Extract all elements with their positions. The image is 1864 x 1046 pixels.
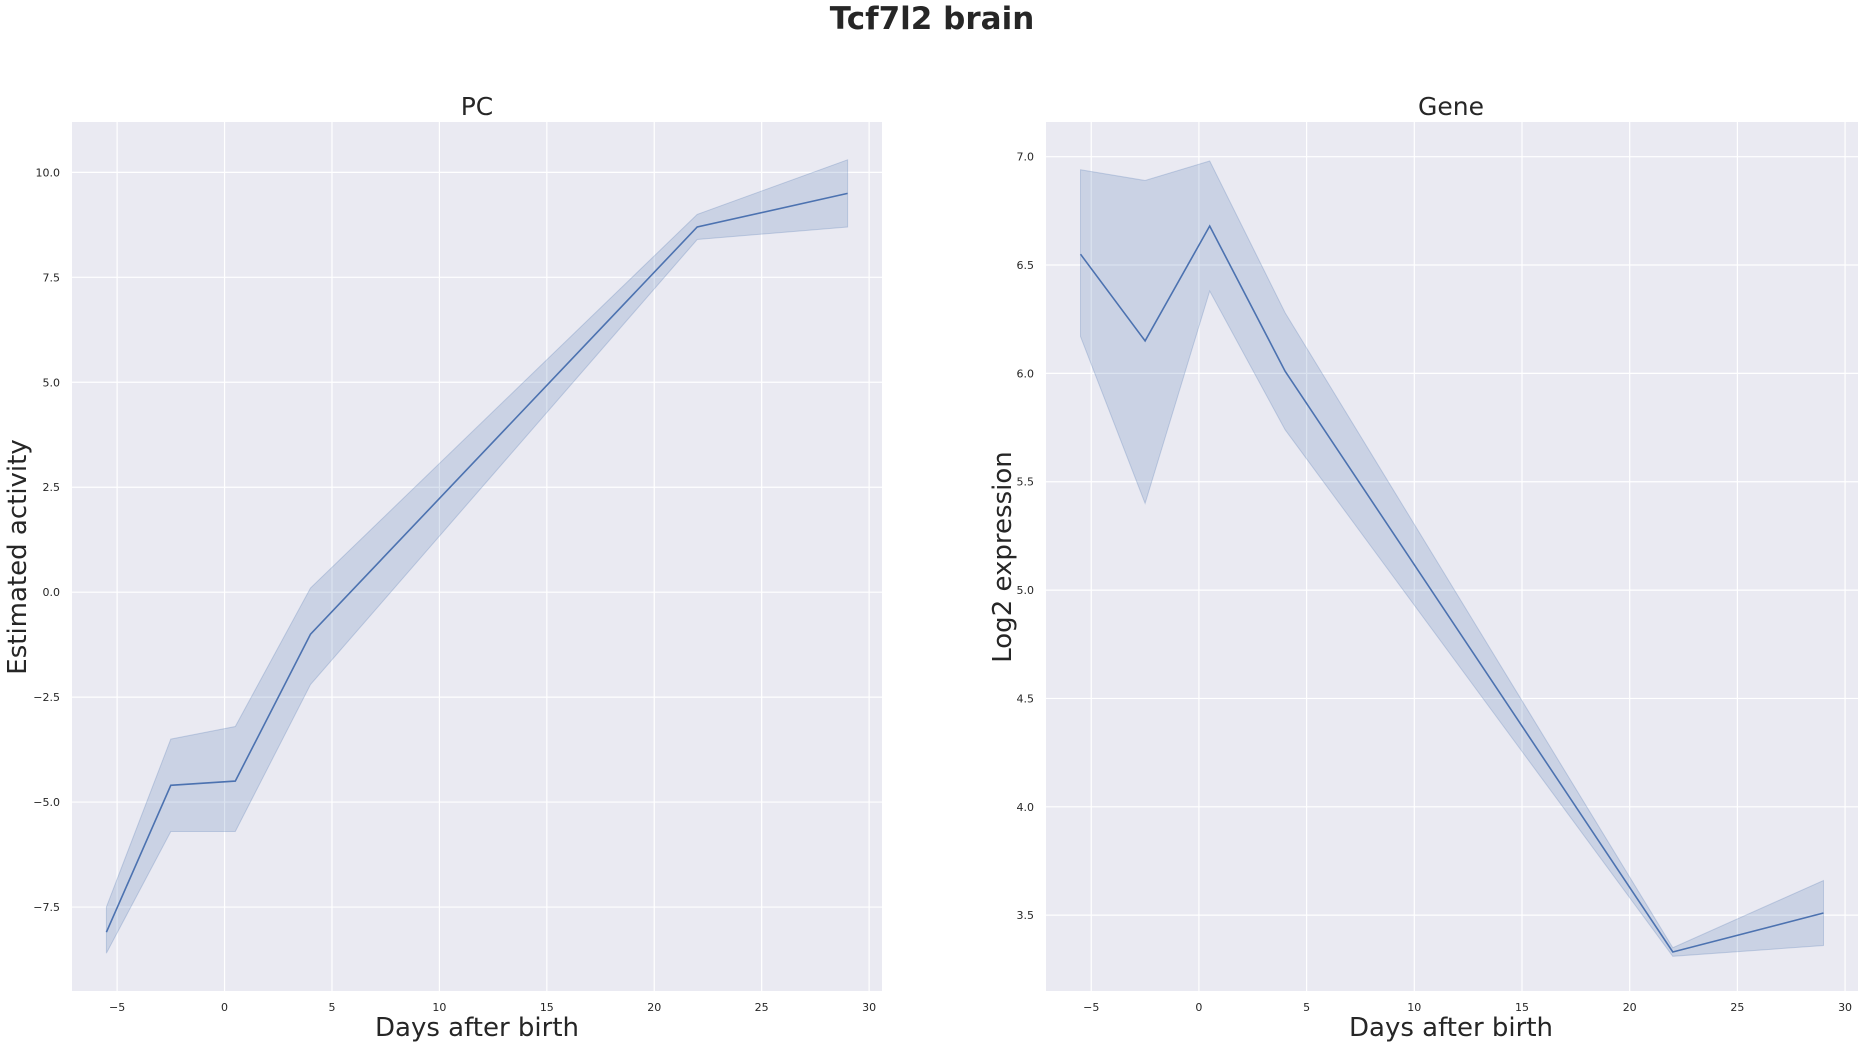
y-tick-label: 7.5 <box>43 271 61 284</box>
series-line <box>105 192 848 933</box>
confidence-bands <box>105 159 849 954</box>
chart-panel-pc: −5 0 5 10 15 20 25 30 −7.5 −5.0 −2.5 0.0 2.5 5.0 7.5 10… <box>3 92 882 1043</box>
y-tick-label: −2.5 <box>33 691 60 704</box>
x-axis-label: Days after birth <box>1349 1013 1553 1043</box>
y-axis-label: Estimated activity <box>3 439 33 674</box>
grid-lines <box>72 122 882 991</box>
x-axis-label: Days after birth <box>375 1013 579 1043</box>
y-tick-label: 10.0 <box>36 166 61 179</box>
x-tick-label: 25 <box>1730 1001 1744 1014</box>
y-tick-label: 7.0 <box>1017 151 1035 164</box>
y-tick-label: 2.5 <box>43 481 61 494</box>
y-tick-label: 4.0 <box>1017 801 1035 814</box>
y-tick-label: 4.5 <box>1017 692 1035 705</box>
x-tick-label: 0 <box>221 1001 228 1014</box>
x-tick-label: 20 <box>647 1001 661 1014</box>
x-tick-label: 30 <box>862 1001 876 1014</box>
y-tick-label: 6.0 <box>1017 367 1035 380</box>
x-tick-label: 0 <box>1195 1001 1202 1014</box>
y-tick-label: −7.5 <box>33 901 60 914</box>
chart-panel-gene: −5 0 5 10 15 20 25 30 3.5 4.0 4.5 5.0 5.5 6.0 6.5 7.0 G… <box>988 92 1858 1043</box>
x-tick-label: 25 <box>755 1001 769 1014</box>
figure-title: Tcf7l2 brain <box>830 1 1035 37</box>
plot-area <box>1046 122 1858 991</box>
series-lines <box>1079 224 1824 953</box>
y-tick-label: −5.0 <box>33 796 60 809</box>
x-tick-label: 20 <box>1623 1001 1637 1014</box>
tick-labels: −5 0 5 10 15 20 25 30 3.5 4.0 4.5 5.0 5.5 6.0 6.5 7.0 <box>1017 151 1853 1014</box>
x-tick-label: 15 <box>540 1001 554 1014</box>
y-tick-label: 3.5 <box>1017 909 1035 922</box>
confidence-bands <box>1080 160 1824 957</box>
panel-title: PC <box>461 92 494 121</box>
confidence-band <box>105 159 849 954</box>
x-tick-label: 15 <box>1515 1001 1529 1014</box>
y-tick-label: 5.0 <box>43 376 61 389</box>
y-tick-label: 5.0 <box>1017 584 1035 597</box>
x-tick-label: 10 <box>1407 1001 1421 1014</box>
grid-lines <box>1046 122 1858 991</box>
y-tick-label: 6.5 <box>1017 259 1035 272</box>
x-tick-label: −5 <box>1083 1001 1099 1014</box>
y-tick-label: 0.0 <box>43 586 61 599</box>
panel-title: Gene <box>1418 92 1484 121</box>
x-tick-label: 5 <box>1303 1001 1310 1014</box>
plot-area <box>72 122 882 991</box>
x-tick-label: 30 <box>1838 1001 1852 1014</box>
tick-labels: −5 0 5 10 15 20 25 30 −7.5 −5.0 −2.5 0.0 2.5 5.0 7.5 10… <box>33 166 876 1014</box>
x-tick-label: 5 <box>328 1001 335 1014</box>
y-tick-label: 5.5 <box>1017 476 1035 489</box>
x-tick-label: −5 <box>109 1001 125 1014</box>
x-tick-label: 10 <box>432 1001 446 1014</box>
confidence-band <box>1080 160 1824 957</box>
series-lines <box>105 192 848 933</box>
y-axis-label: Log2 expression <box>988 451 1018 663</box>
series-line <box>1079 224 1824 953</box>
